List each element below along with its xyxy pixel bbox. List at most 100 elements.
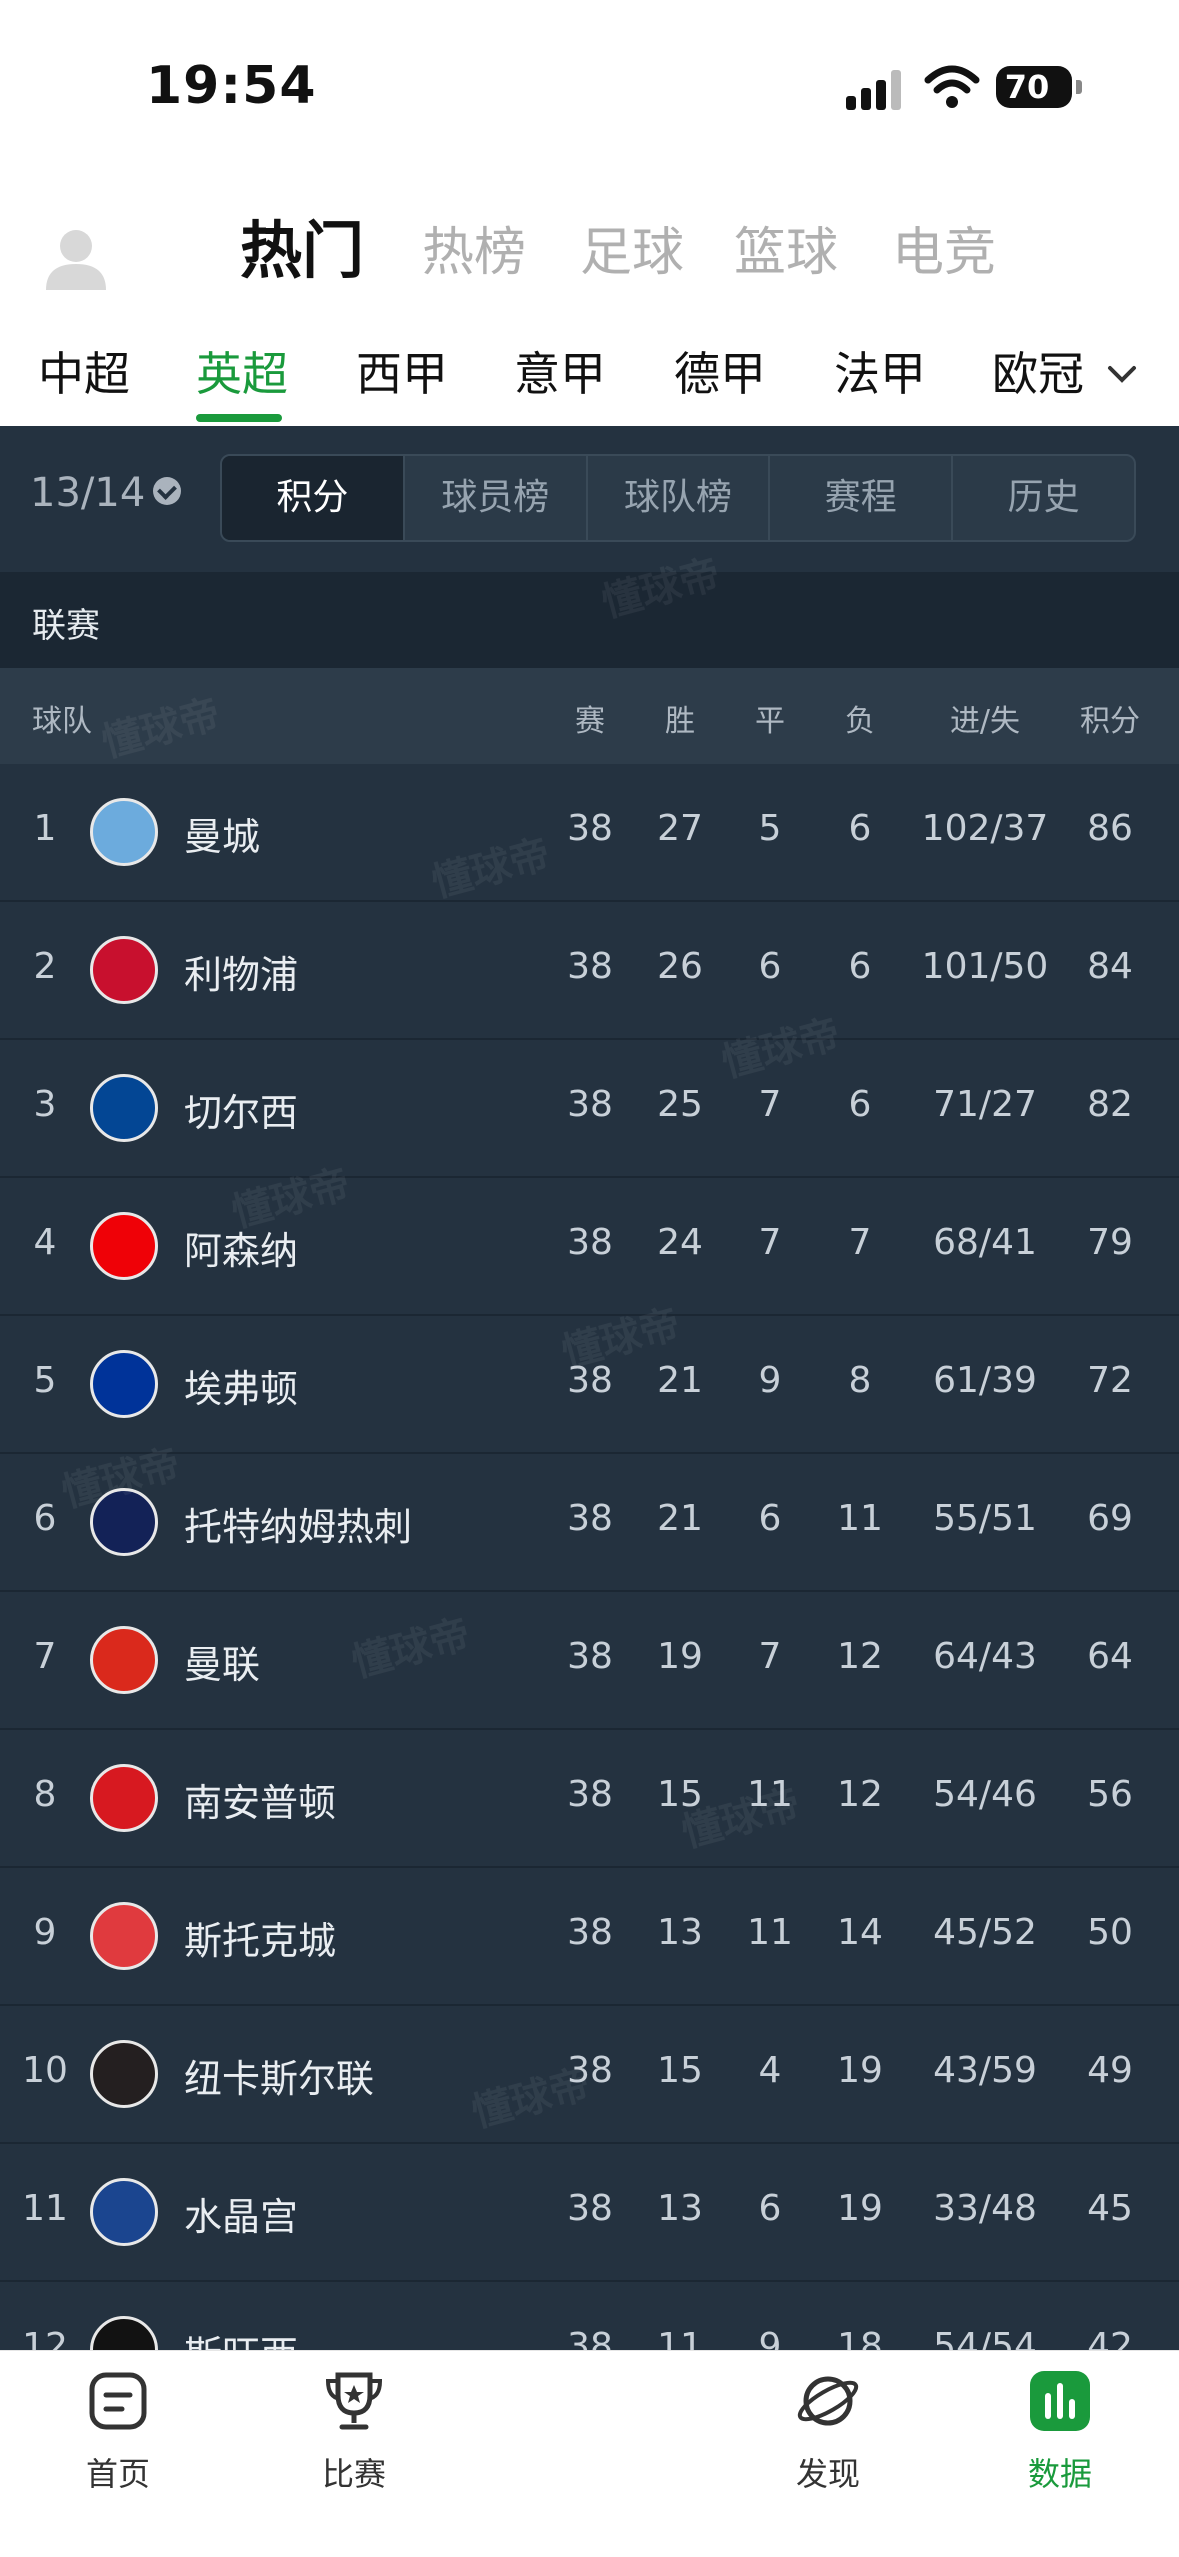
bottom-tab-match[interactable]: 比赛 [284,2369,424,2495]
table-row[interactable]: 7 曼联 38 19 7 12 64/43 64 [0,1592,1179,1730]
trophy-icon [325,2372,383,2430]
goals-cell: 64/43 [933,1636,1037,1677]
league-tab-csl[interactable]: 中超 [38,347,130,401]
chevron-down-icon[interactable] [1106,358,1138,390]
team-name: 利物浦 [184,953,299,997]
team-crest-icon [90,2178,158,2246]
segment-player-rank[interactable]: 球员榜 [402,456,586,540]
rank-cell: 3 [33,1084,57,1125]
played-cell: 38 [567,808,613,849]
lost-cell: 19 [837,2050,883,2091]
home-icon [89,2372,147,2430]
drawn-cell: 11 [747,1912,793,1953]
col-drawn: 平 [755,704,785,739]
lost-cell: 6 [848,808,872,849]
table-row[interactable]: 5 埃弗顿 38 21 9 8 61/39 72 [0,1316,1179,1454]
goals-cell: 54/54 [933,2326,1037,2350]
rank-cell: 11 [22,2188,68,2229]
team-crest-icon [90,798,158,866]
won-cell: 13 [657,2188,703,2229]
active-tab-indicator [196,414,282,422]
team-crest-icon [90,1626,158,1694]
played-cell: 38 [567,2050,613,2091]
league-tab-epl[interactable]: 英超 [196,347,288,401]
league-tab-seriea[interactable]: 意甲 [514,347,606,401]
bottom-tab-data[interactable]: 数据 [990,2369,1130,2495]
league-tab-ligue1[interactable]: 法甲 [834,347,926,401]
rank-cell: 9 [33,1912,57,1953]
lost-cell: 8 [848,1360,872,1401]
table-row[interactable]: 8 南安普顿 38 15 11 12 54/46 56 [0,1730,1179,1868]
tab-hot[interactable]: 热门 [240,214,365,287]
col-points: 积分 [1080,704,1140,739]
goals-cell: 45/52 [933,1912,1037,1953]
table-row[interactable]: 4 阿森纳 38 24 7 7 68/41 79 [0,1178,1179,1316]
planet-icon [797,2376,859,2426]
tab-esports[interactable]: 电竞 [892,223,997,283]
table-row[interactable]: 1 曼城 38 27 5 6 102/37 86 [0,764,1179,902]
points-cell: 82 [1087,1084,1133,1125]
drawn-cell: 5 [758,808,782,849]
played-cell: 38 [567,2326,613,2350]
drawn-cell: 4 [758,2050,782,2091]
battery-tip [1076,80,1082,94]
lost-cell: 14 [837,1912,883,1953]
team-name: 斯旺西 [184,2324,298,2350]
lost-cell: 7 [848,1222,872,1263]
battery-level: 70 [1004,68,1050,106]
league-tab-laliga[interactable]: 西甲 [356,347,448,401]
points-cell: 45 [1087,2188,1133,2229]
table-row[interactable]: 10 纽卡斯尔联 38 15 4 19 43/59 49 [0,2006,1179,2144]
points-cell: 50 [1087,1912,1133,1953]
table-row[interactable]: 2 利物浦 38 26 6 6 101/50 84 [0,902,1179,1040]
won-cell: 15 [657,1774,703,1815]
played-cell: 38 [567,1084,613,1125]
team-name: 托特纳姆热刺 [184,1505,413,1549]
col-team: 球队 [32,704,92,739]
team-name: 纽卡斯尔联 [184,2057,375,2101]
table-row[interactable]: 6 托特纳姆热刺 38 21 6 11 55/51 69 [0,1454,1179,1592]
rank-cell: 6 [33,1498,57,1539]
league-nav: 中超 英超 西甲 意甲 德甲 法甲 欧冠 [0,310,1179,426]
goals-cell: 101/50 [921,946,1049,987]
segment-standings[interactable]: 积分 [222,456,403,540]
lost-cell: 12 [837,1636,883,1677]
won-cell: 27 [657,808,703,849]
won-cell: 25 [657,1084,703,1125]
season-label: 13/14 [30,470,146,516]
drawn-cell: 7 [758,1636,782,1677]
avatar-icon[interactable] [40,220,112,292]
section-title: 联赛 [32,606,100,646]
bottom-tab-label: 首页 [85,2455,150,2493]
segment-history[interactable]: 历史 [951,456,1134,540]
battery-icon: 70 [996,66,1072,108]
tab-trending[interactable]: 热榜 [422,223,527,283]
goals-cell: 33/48 [933,2188,1037,2229]
segment-team-rank[interactable]: 球队榜 [585,456,769,540]
drawn-cell: 6 [758,2188,782,2229]
bottom-tab-home[interactable]: 首页 [48,2369,188,2495]
team-crest-icon [90,936,158,1004]
league-tab-ucl[interactable]: 欧冠 [992,347,1084,401]
rank-cell: 7 [33,1636,57,1677]
table-row[interactable]: 11 水晶宫 38 13 6 19 33/48 45 [0,2144,1179,2282]
points-cell: 72 [1087,1360,1133,1401]
season-selector[interactable]: 13/14 [30,470,182,516]
league-tab-bundesliga[interactable]: 德甲 [674,347,766,401]
tab-basketball[interactable]: 篮球 [734,223,839,283]
drawn-cell: 7 [758,1222,782,1263]
table-row[interactable]: 9 斯托克城 38 13 11 14 45/52 50 [0,1868,1179,2006]
rank-cell: 2 [33,946,57,987]
table-row[interactable]: 3 切尔西 38 25 7 6 71/27 82 [0,1040,1179,1178]
segment-schedule[interactable]: 赛程 [768,456,951,540]
bottom-tab-discover[interactable]: 发现 [758,2369,898,2495]
team-name: 曼联 [184,1643,261,1687]
lost-cell: 19 [837,2188,883,2229]
table-row[interactable]: 12 斯旺西 38 11 9 18 54/54 42 [0,2282,1179,2350]
top-nav: 热门 热榜 足球 篮球 电竞 [0,190,1179,310]
played-cell: 38 [567,1360,613,1401]
drawn-cell: 7 [758,1084,782,1125]
section-header: 联赛 [0,572,1179,668]
tab-football[interactable]: 足球 [580,223,685,283]
won-cell: 11 [657,2326,703,2350]
